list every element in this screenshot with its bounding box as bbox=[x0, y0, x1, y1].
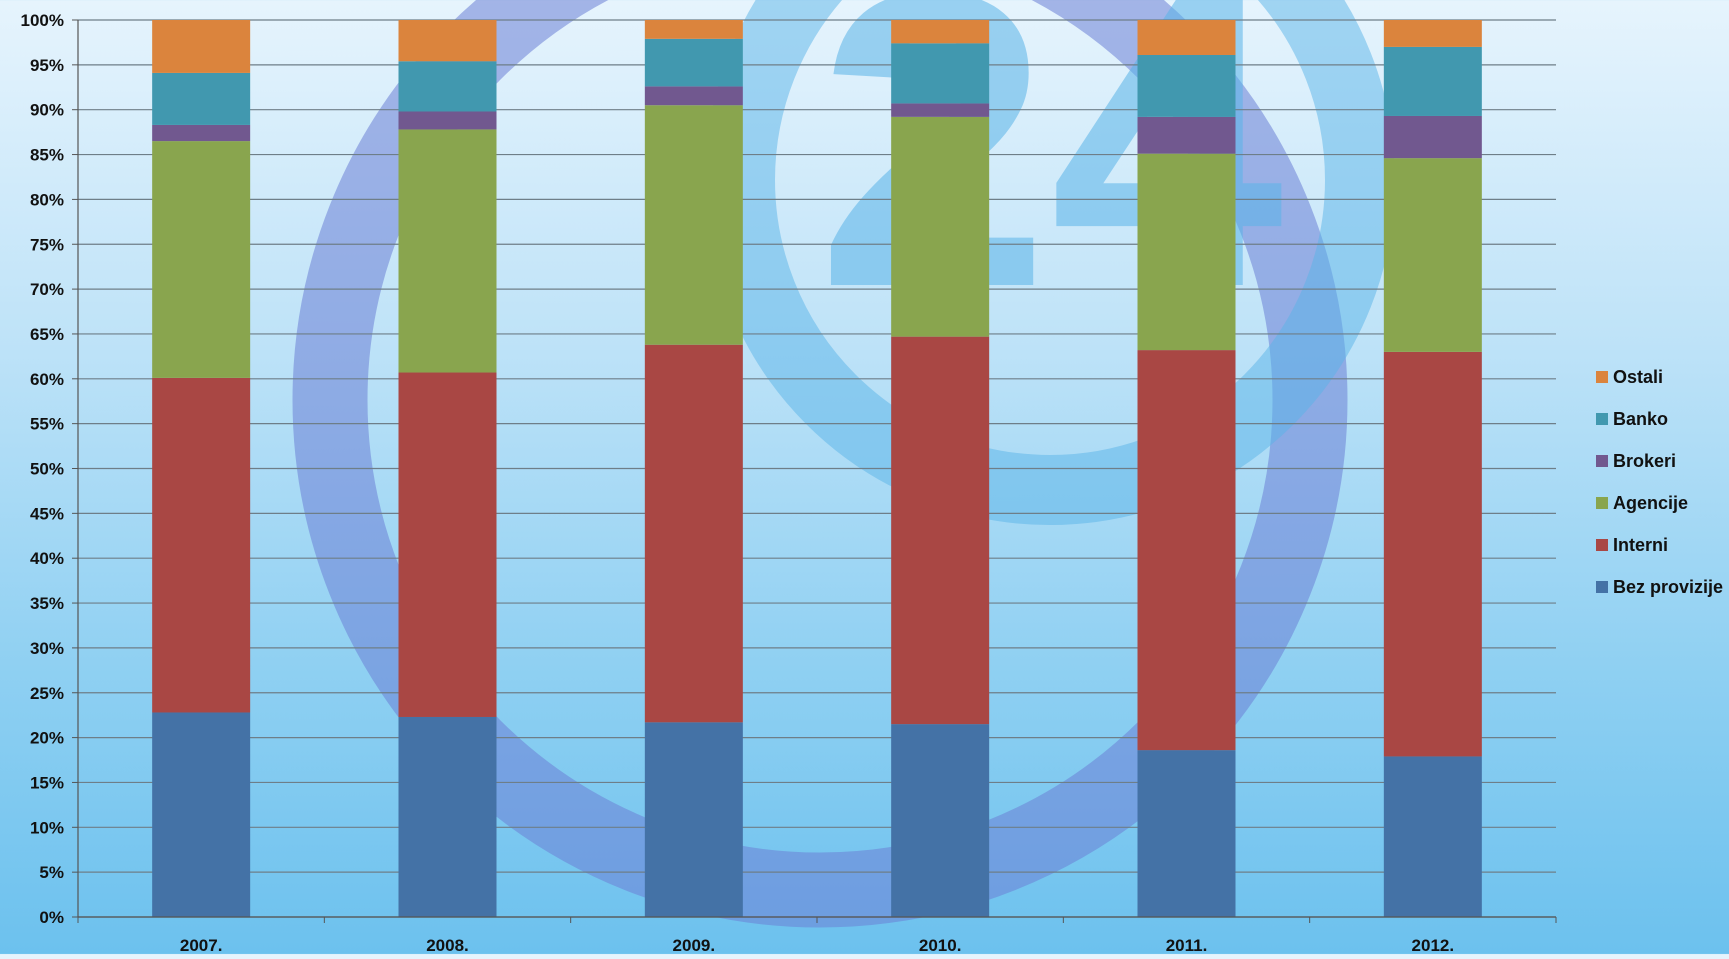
bars bbox=[152, 20, 1482, 917]
y-tick-label: 75% bbox=[30, 235, 64, 254]
legend-label: Bez provizije bbox=[1613, 577, 1723, 597]
bar-segment bbox=[1383, 351, 1482, 757]
bar-segment bbox=[152, 141, 251, 378]
bar-segment bbox=[152, 72, 251, 125]
legend-swatch bbox=[1596, 497, 1608, 509]
bar-segment bbox=[644, 20, 743, 39]
y-tick-label: 5% bbox=[39, 863, 64, 882]
y-tick-label: 55% bbox=[30, 415, 64, 434]
x-tick-label: 2012. bbox=[1412, 936, 1455, 954]
x-tick-label: 2011. bbox=[1166, 936, 1208, 954]
bar-segment bbox=[891, 336, 990, 725]
bar-segment bbox=[644, 38, 743, 87]
bar-segment bbox=[891, 116, 990, 337]
bar-segment bbox=[398, 20, 497, 62]
x-tick-label: 2008. bbox=[426, 936, 469, 954]
axes: 0% 5% 10% 15% 20% 25% 30% 35% 40% 45% 50% 55% 60% 65%… bbox=[21, 11, 1557, 955]
y-tick-label: 70% bbox=[30, 280, 64, 299]
y-tick-label: 65% bbox=[30, 325, 64, 344]
y-tick-label: 0% bbox=[39, 908, 64, 927]
y-tick-label: 35% bbox=[30, 594, 64, 613]
legend-label: Banko bbox=[1613, 409, 1668, 429]
y-tick-label: 15% bbox=[30, 773, 64, 792]
bar-segment bbox=[398, 372, 497, 717]
bar-segment bbox=[1137, 116, 1236, 154]
y-tick-label: 45% bbox=[30, 504, 64, 523]
bar-segment bbox=[1383, 115, 1482, 159]
bar-segment bbox=[644, 722, 743, 917]
bar-segment bbox=[398, 129, 497, 373]
bar-segment bbox=[1137, 750, 1236, 917]
bar-segment bbox=[1137, 20, 1236, 55]
y-tick-label: 25% bbox=[30, 684, 64, 703]
legend-swatch bbox=[1596, 455, 1608, 467]
bar-segment bbox=[891, 103, 990, 117]
bar-segment bbox=[152, 124, 251, 142]
legend: Ostali Banko Brokeri Agencije Interni Bez pro… bbox=[1596, 367, 1723, 597]
bar-segment bbox=[398, 716, 497, 917]
x-tick-label: 2009. bbox=[673, 936, 716, 954]
y-tick-label: 60% bbox=[30, 370, 64, 389]
bar-segment bbox=[1383, 756, 1482, 917]
bar-segment bbox=[398, 61, 497, 112]
bar-segment bbox=[644, 105, 743, 345]
y-tick-label: 40% bbox=[30, 549, 64, 568]
y-tick-label: 100% bbox=[21, 11, 64, 30]
y-tick-label: 30% bbox=[30, 639, 64, 658]
bar-segment bbox=[891, 43, 990, 104]
bar-segment bbox=[1383, 20, 1482, 47]
y-tick-label: 20% bbox=[30, 729, 64, 748]
bar-segment bbox=[152, 377, 251, 713]
legend-swatch bbox=[1596, 539, 1608, 551]
bar-segment bbox=[1137, 153, 1236, 351]
x-tick-label: 2007. bbox=[180, 936, 223, 954]
y-tick-label: 10% bbox=[30, 818, 64, 837]
bar-segment bbox=[152, 712, 251, 917]
gridlines bbox=[78, 19, 1556, 918]
bar-segment bbox=[1383, 46, 1482, 116]
legend-label: Interni bbox=[1613, 535, 1668, 555]
legend-swatch bbox=[1596, 371, 1608, 383]
bar-segment bbox=[891, 20, 990, 44]
bar-segment bbox=[891, 724, 990, 917]
y-tick-label: 50% bbox=[30, 460, 64, 479]
legend-swatch bbox=[1596, 581, 1608, 593]
bar-segment bbox=[1137, 54, 1236, 117]
y-tick-label: 80% bbox=[30, 190, 64, 209]
bar-segment bbox=[398, 111, 497, 130]
bar-segment bbox=[1137, 350, 1236, 751]
bar-segment bbox=[1383, 158, 1482, 352]
bar-segment bbox=[644, 86, 743, 106]
legend-label: Ostali bbox=[1613, 367, 1663, 387]
legend-label: Brokeri bbox=[1613, 451, 1676, 471]
y-tick-label: 90% bbox=[30, 101, 64, 120]
y-tick-label: 95% bbox=[30, 56, 64, 75]
x-tick-label: 2010. bbox=[919, 936, 962, 954]
bar-segment bbox=[152, 20, 251, 73]
bar-segment bbox=[644, 344, 743, 723]
y-tick-label: 85% bbox=[30, 146, 64, 165]
legend-label: Agencije bbox=[1613, 493, 1688, 513]
legend-swatch bbox=[1596, 413, 1608, 425]
